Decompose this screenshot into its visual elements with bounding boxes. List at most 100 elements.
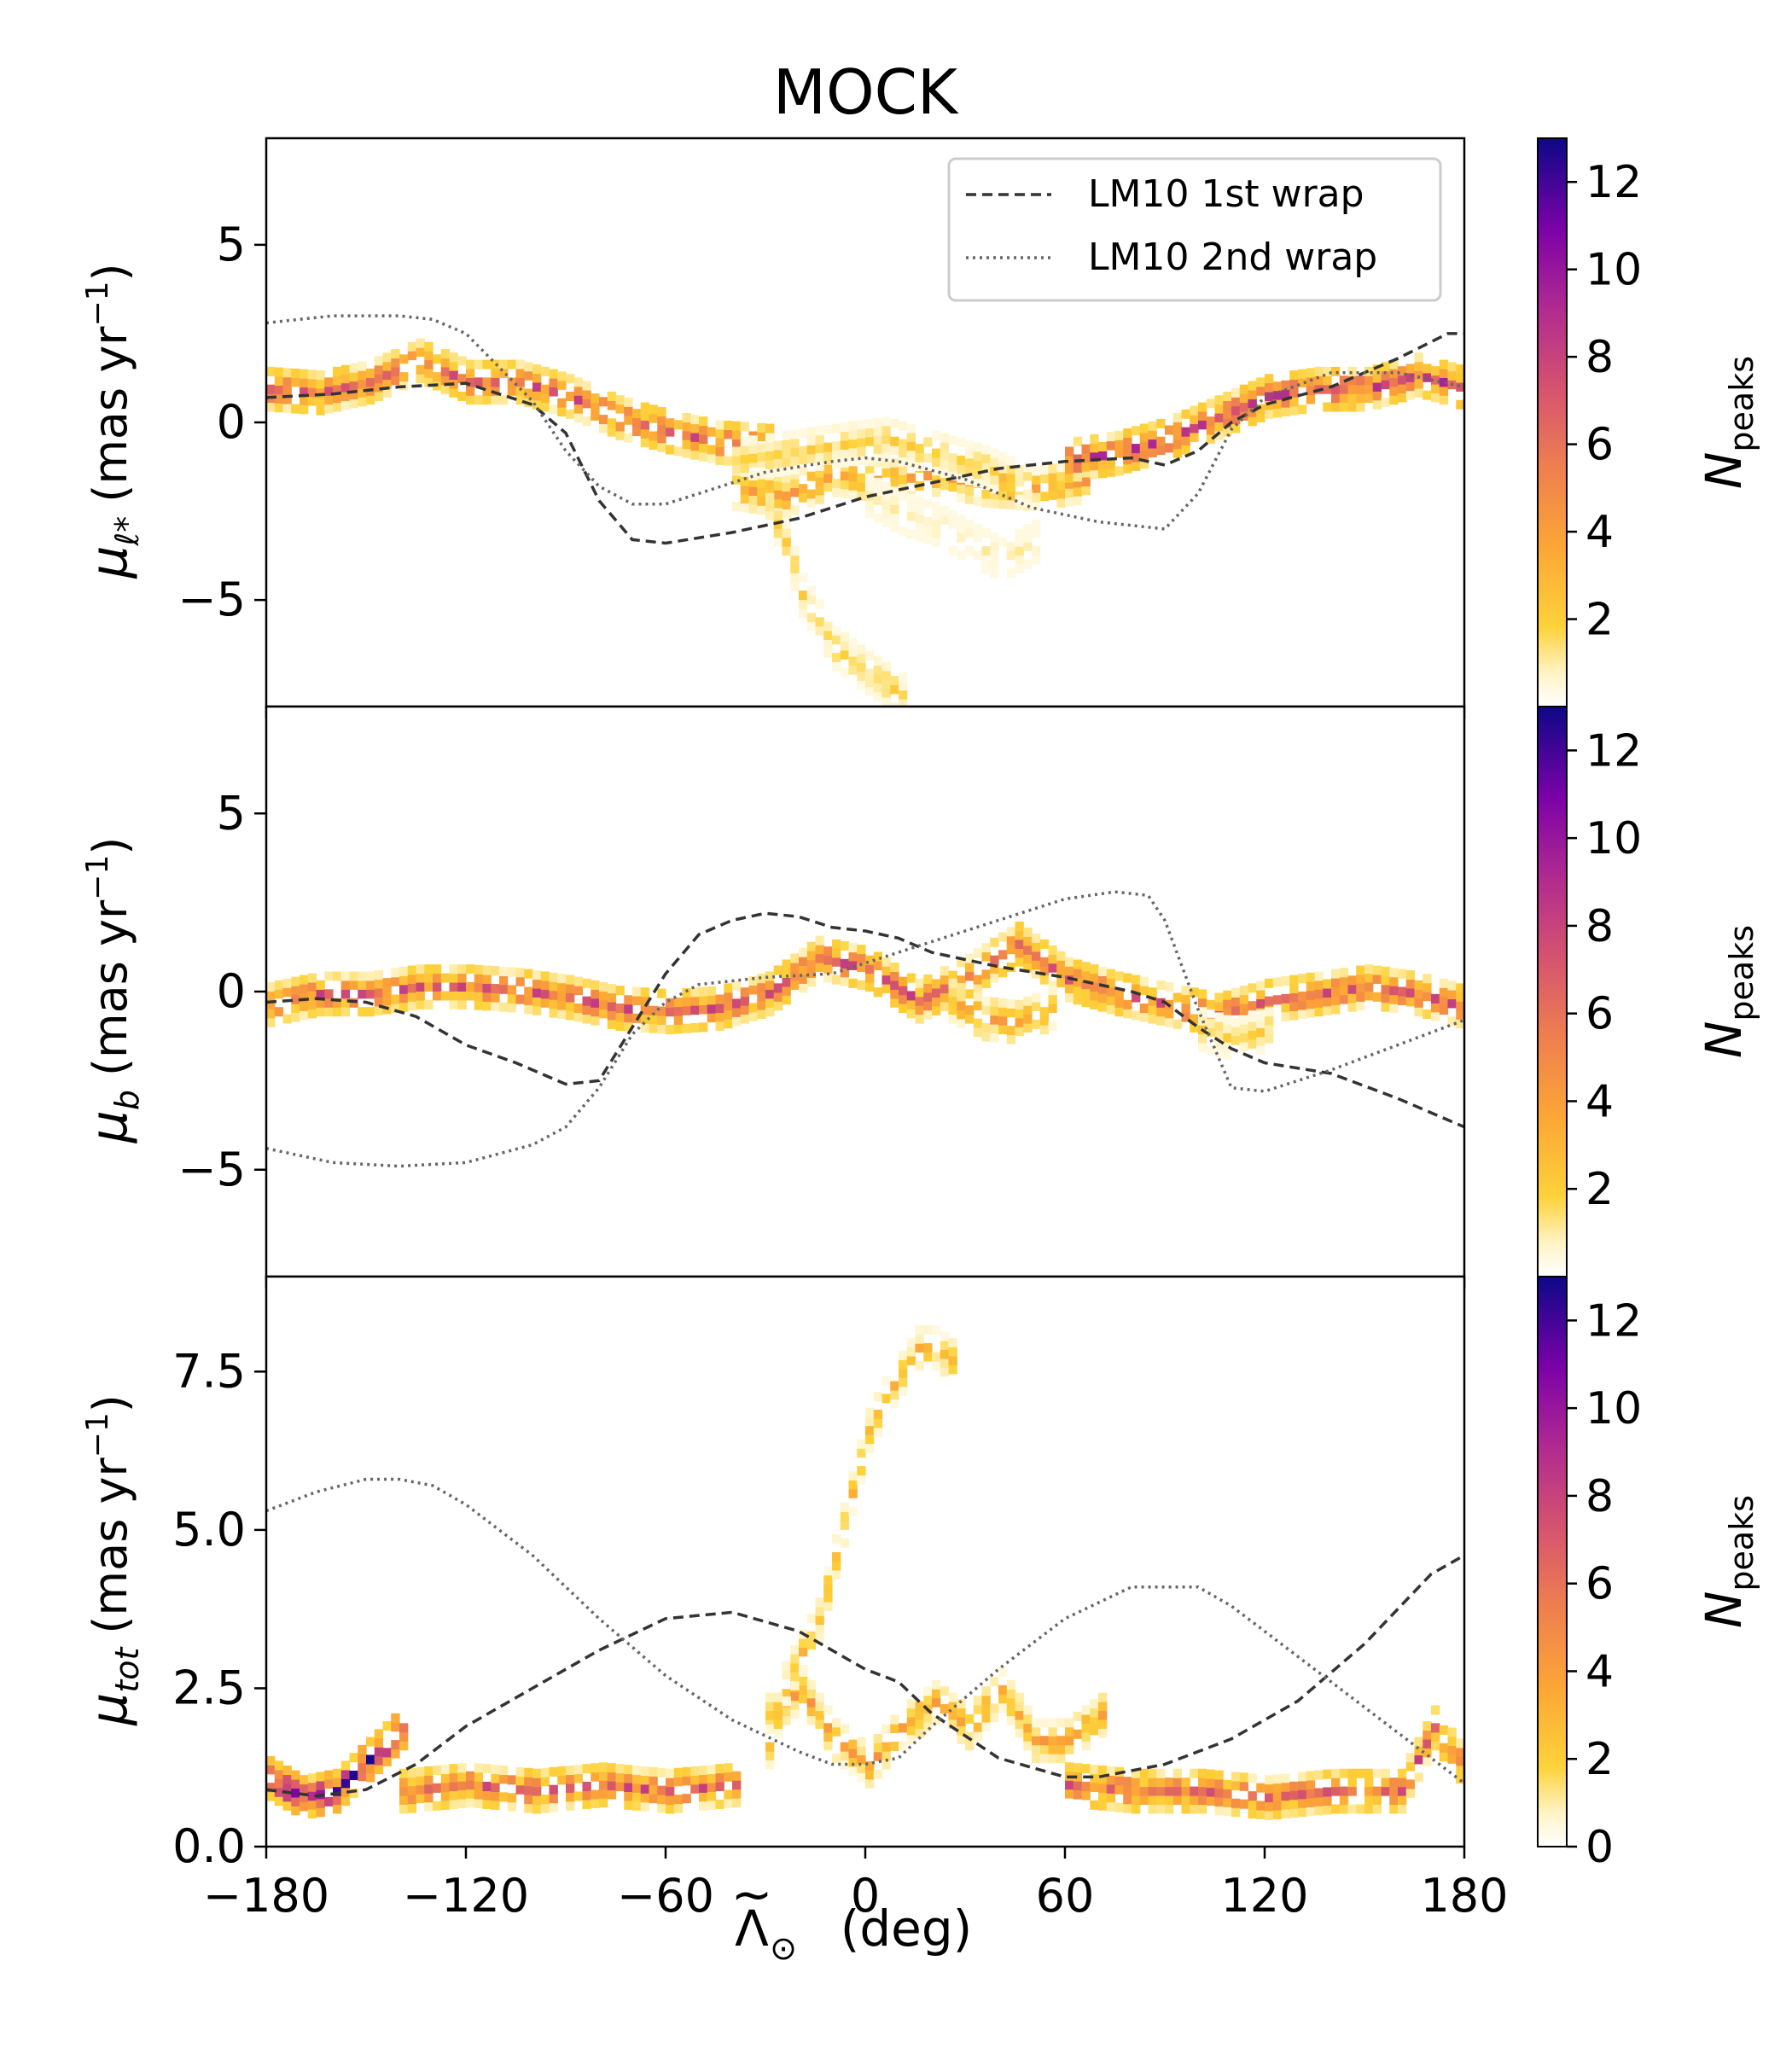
heatmap-cell: [915, 996, 924, 1006]
heatmap-cell: [857, 1737, 866, 1747]
heatmap-cell: [957, 983, 966, 993]
heatmap-cell: [1439, 1725, 1449, 1735]
heatmap-cell: [307, 1009, 317, 1019]
heatmap-cell: [923, 1343, 933, 1353]
heatmap-cell: [1423, 1009, 1432, 1020]
heatmap-cell: [532, 373, 542, 383]
heatmap-cell: [923, 1695, 933, 1705]
heatmap-cell: [1023, 497, 1033, 508]
heatmap-cell: [906, 1347, 916, 1357]
heatmap-cell: [840, 457, 850, 468]
heatmap-cell: [1039, 1007, 1050, 1017]
heatmap-cell: [1398, 986, 1407, 997]
heatmap-cell: [1256, 404, 1265, 414]
heatmap-cell: [1165, 1786, 1174, 1796]
heatmap-cell: [948, 462, 957, 472]
heatmap-cell: [906, 432, 916, 442]
heatmap-cell: [657, 1795, 666, 1805]
heatmap-cell: [1364, 964, 1374, 975]
heatmap-cell: [923, 1686, 933, 1696]
heatmap-cell: [940, 433, 950, 443]
heatmap-cell: [806, 1631, 817, 1641]
heatmap-cell: [848, 439, 858, 449]
heatmap-cell: [732, 1798, 742, 1808]
heatmap-cell: [540, 393, 550, 404]
heatmap-cell: [440, 991, 451, 1001]
heatmap-cell: [690, 423, 700, 433]
heatmap-cell: [890, 676, 899, 686]
heatmap-cell: [748, 470, 758, 480]
heatmap-cell: [806, 951, 817, 961]
xlabel-tilde: ~: [731, 1865, 773, 1923]
heatmap-cell: [765, 1719, 775, 1729]
heatmap-cell: [491, 386, 500, 396]
heatmap-cell: [457, 981, 467, 992]
heatmap-cell: [757, 432, 766, 442]
heatmap-cell: [1190, 987, 1199, 998]
heatmap-cell: [1065, 446, 1074, 457]
heatmap-cell: [449, 991, 458, 1001]
heatmap-cell: [440, 973, 451, 983]
heatmap-cell: [973, 1722, 983, 1732]
heatmap-cell: [799, 455, 808, 465]
heatmap-cell: [374, 1005, 384, 1015]
heatmap-cell: [374, 374, 384, 384]
heatmap-cell: [1139, 1768, 1149, 1778]
heatmap-cell: [773, 528, 783, 538]
heatmap-cell: [1314, 989, 1324, 999]
heatmap-cell: [915, 1360, 924, 1370]
heatmap-cell: [640, 1022, 650, 1033]
heatmap-cell: [965, 467, 975, 477]
heatmap-cell: [1456, 1747, 1464, 1757]
heatmap-cell: [1032, 466, 1041, 476]
heatmap-cell: [1065, 1744, 1074, 1754]
heatmap-cell: [1039, 1754, 1050, 1764]
heatmap-cell: [1223, 1015, 1232, 1025]
heatmap-cell: [806, 959, 817, 969]
heatmap-cell: [507, 993, 517, 1004]
heatmap-cell: [981, 546, 991, 556]
heatmap-cell: [607, 427, 617, 437]
heatmap-cell: [1039, 474, 1050, 484]
heatmap-cell: [1356, 974, 1365, 984]
heatmap-cell: [673, 446, 684, 457]
heatmap-cell: [998, 1015, 1008, 1026]
heatmap-cell: [823, 955, 833, 965]
heatmap-cell: [1339, 1786, 1349, 1796]
heatmap-cell: [640, 1775, 650, 1785]
heatmap-cell: [806, 471, 817, 481]
heatmap-cell: [940, 984, 950, 994]
legend-entry-2nd-wrap: LM10 2nd wrap: [1088, 236, 1377, 279]
heatmap-cell: [981, 463, 991, 473]
heatmap-cell: [899, 1368, 908, 1378]
heatmap-cell: [1239, 384, 1249, 394]
heatmap-cell: [1372, 1804, 1382, 1814]
heatmap-cell: [965, 519, 975, 529]
heatmap-cell: [274, 989, 284, 999]
heatmap-cell: [782, 995, 791, 1005]
heatmap-cell: [823, 639, 833, 649]
heatmap-cell: [1364, 1804, 1374, 1814]
heatmap-cell: [1123, 1777, 1132, 1787]
heatmap-cell: [1298, 369, 1307, 379]
heatmap-cell: [1081, 1723, 1091, 1733]
heatmap-cell: [1389, 968, 1399, 978]
heatmap-cell: [307, 973, 317, 983]
heatmap-cell: [549, 1784, 558, 1795]
heatmap-cell: [624, 1800, 633, 1810]
heatmap-cell: [566, 1765, 575, 1776]
heatmap-cell: [923, 498, 933, 509]
heatmap-cell: [1281, 398, 1290, 408]
heatmap-cell: [1023, 963, 1033, 973]
heatmap-cell: [957, 1018, 966, 1028]
heatmap-cell: [300, 387, 309, 397]
heatmap-cell: [881, 1760, 891, 1770]
heatmap-cell: [1098, 1002, 1108, 1012]
heatmap-cell: [640, 428, 650, 439]
heatmap-cell: [1048, 954, 1057, 964]
heatmap-cell: [307, 981, 317, 992]
heatmap-cell: [906, 503, 916, 513]
heatmap-cell: [515, 368, 525, 378]
heatmap-cell: [890, 467, 899, 477]
